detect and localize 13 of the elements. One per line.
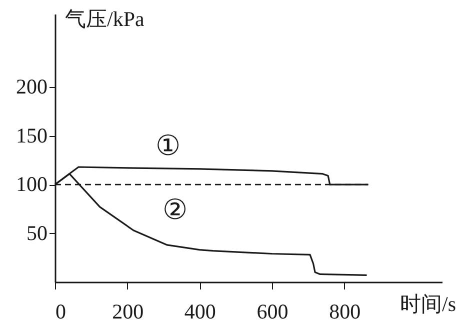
y-tick-label: 100	[16, 172, 48, 196]
y-tick-label: 200	[16, 74, 48, 99]
x-tick-label: 0	[56, 300, 66, 322]
y-axis-title: 气压/kPa	[65, 7, 146, 31]
x-tick-label: 400	[184, 300, 216, 322]
x-tick-label: 200	[112, 300, 144, 322]
x-tick-label: 600	[256, 300, 288, 322]
y-tick-label: 150	[16, 123, 48, 148]
series-label: ②	[162, 193, 188, 226]
y-tick-label: 50	[26, 220, 48, 245]
x-axis-title: 时间/s	[400, 292, 456, 316]
x-tick-label: 800	[329, 300, 361, 322]
series-label: ①	[155, 129, 181, 162]
